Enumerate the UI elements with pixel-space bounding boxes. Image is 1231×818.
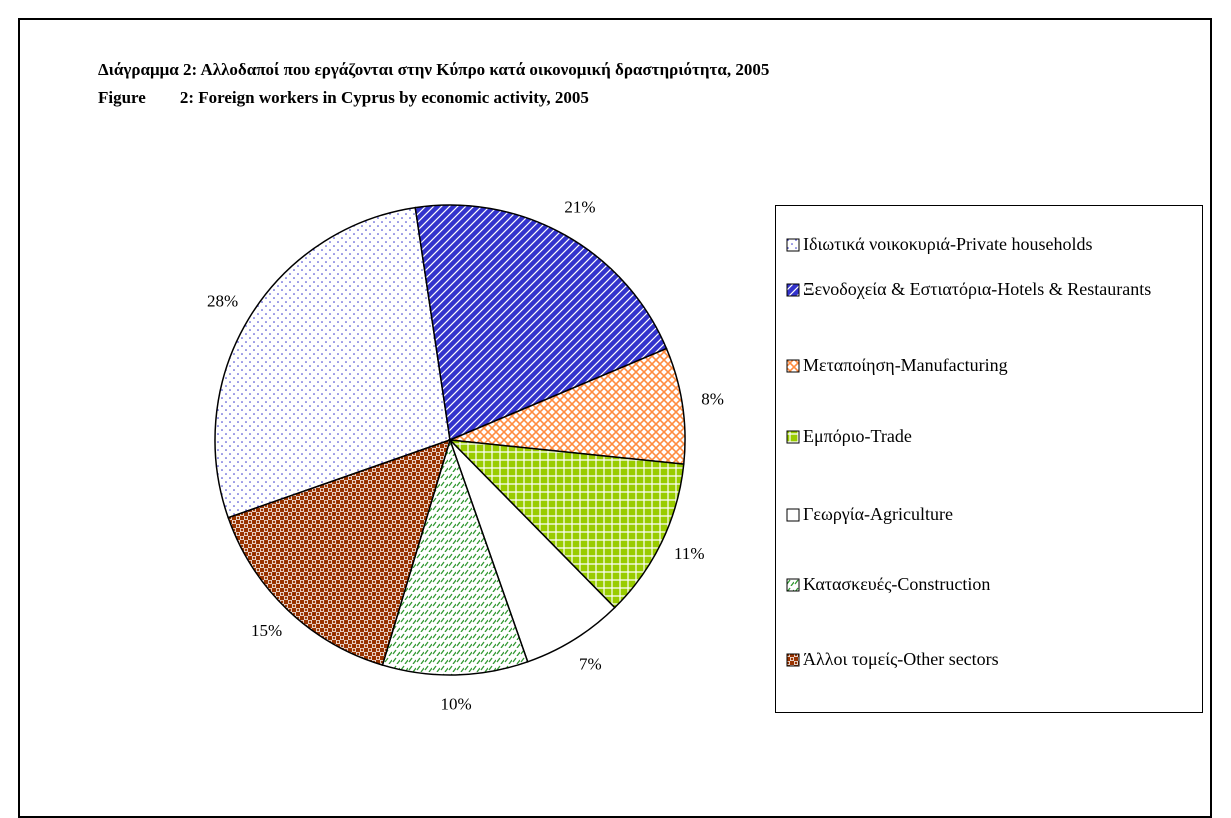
pie-slice	[449, 347, 686, 465]
chart: 28% 21% 8% 11% 7% 10% 15%	[207, 197, 724, 713]
data-label: 11%	[674, 544, 705, 563]
chart-title: Διάγραμμα 2: Αλλοδαποί που εργάζονται στ…	[98, 60, 770, 79]
legend-entry: Άλλοι τομείς-Other sectors	[786, 645, 1208, 673]
data-label: 7%	[579, 654, 602, 673]
legend-entry: Μεταποίηση-Manufacturing	[786, 351, 1208, 379]
data-label: 21%	[564, 197, 595, 216]
legend-entry: Ξενοδοχεία & Εστιατόρια-Hotels & Restaur…	[786, 275, 1208, 303]
pie-slice	[414, 204, 668, 442]
legend-label: Γεωργία-Agriculture	[803, 504, 953, 524]
legend-entry: Κατασκευές-Construction	[786, 570, 1208, 598]
legend-label: Μεταποίηση-Manufacturing	[803, 355, 1008, 375]
pie-slice	[448, 439, 685, 609]
legend-swatch	[786, 430, 800, 444]
legend-swatch	[786, 653, 800, 667]
legend-label: Εμπόριο-Trade	[803, 426, 912, 446]
legend-label: Άλλοι τομείς-Other sectors	[803, 649, 999, 669]
legend-swatch	[786, 283, 800, 297]
page: Διάγραμμα 2: Αλλοδαποί που εργάζονται στ…	[18, 18, 1212, 818]
chart-subtitle: Figure 2: Foreign workers in Cyprus by e…	[98, 88, 589, 107]
data-label: 8%	[701, 390, 724, 409]
legend-swatch	[786, 238, 800, 252]
legend-swatch	[786, 359, 800, 373]
pie-slice	[214, 206, 451, 519]
legend-entry: Εμπόριο-Trade	[786, 422, 1208, 450]
legend: Ιδιωτικά νοικοκυριά-Private households Ξε…	[775, 205, 1203, 713]
legend-label: Ξενοδοχεία & Εστιατόρια-Hotels & Restaur…	[803, 279, 1152, 299]
legend-entry: Γεωργία-Agriculture	[786, 500, 1208, 528]
legend-entry: Ιδιωτικά νοικοκυριά-Private households	[786, 230, 1208, 258]
legend-label: Ιδιωτικά νοικοκυριά-Private households	[803, 234, 1093, 254]
legend-label: Κατασκευές-Construction	[803, 574, 991, 594]
pie-slice	[449, 439, 616, 663]
legend-swatch	[786, 578, 800, 592]
legend-swatch	[786, 508, 800, 522]
data-label: 15%	[251, 621, 282, 640]
data-label: 28%	[207, 292, 238, 311]
pie-slice	[227, 438, 452, 667]
data-label: 10%	[440, 694, 471, 713]
pie-slice	[381, 437, 529, 676]
